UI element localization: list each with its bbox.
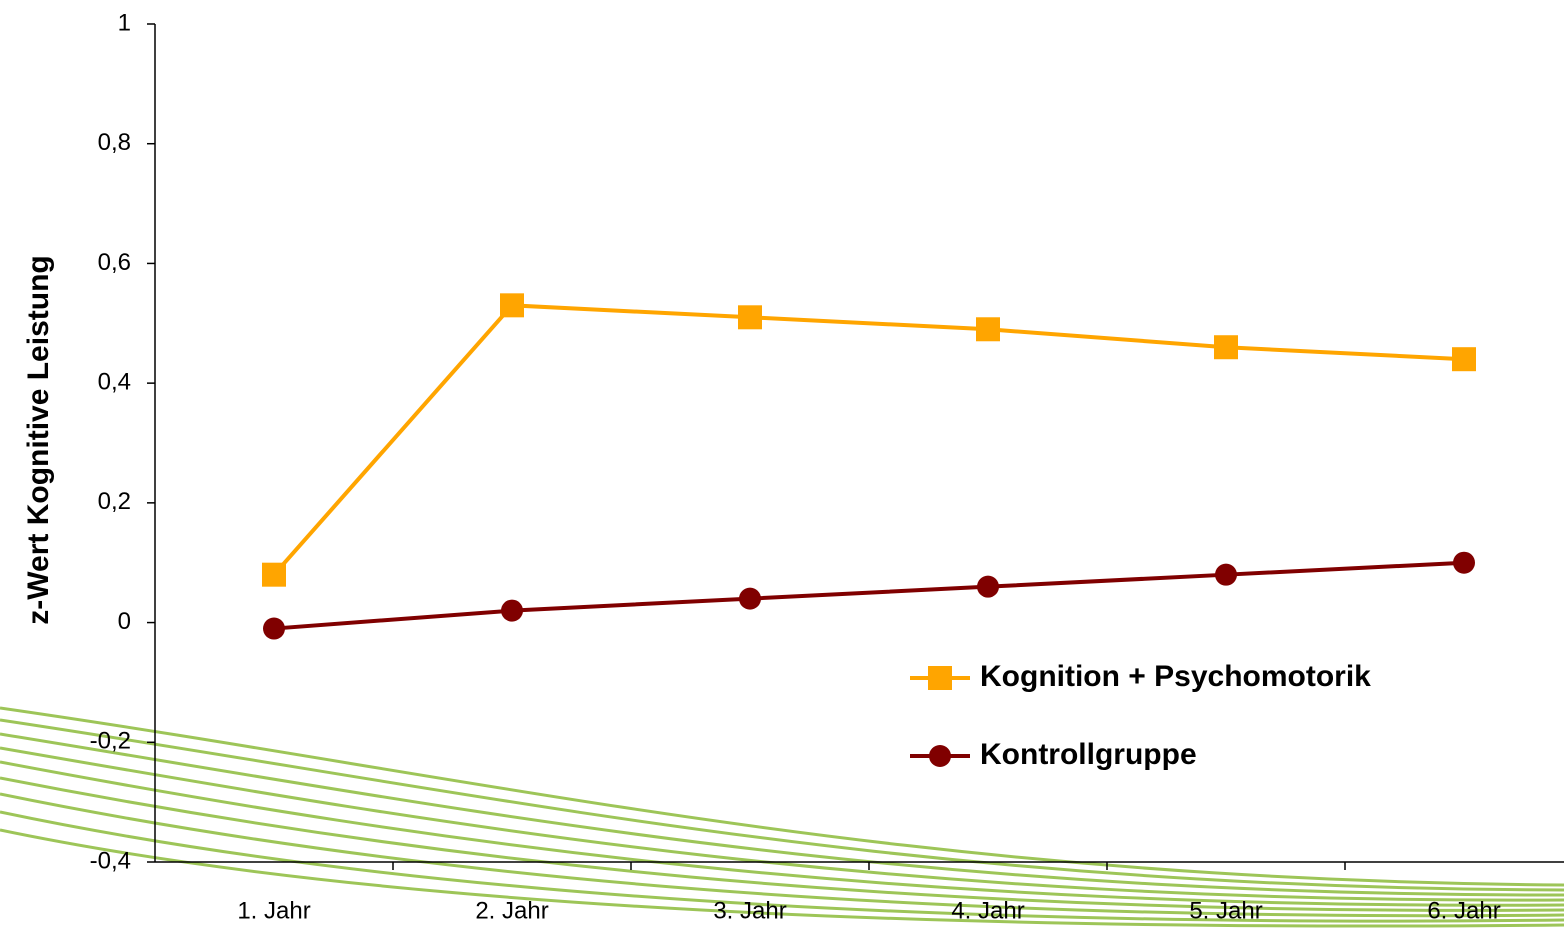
marker bbox=[500, 293, 524, 317]
marker bbox=[1215, 564, 1237, 586]
y-tick-label: 0,8 bbox=[98, 129, 131, 156]
marker bbox=[738, 305, 762, 329]
series-line bbox=[274, 563, 1464, 629]
marker bbox=[263, 618, 285, 640]
legend-marker bbox=[929, 745, 951, 767]
marker bbox=[977, 576, 999, 598]
marker bbox=[1452, 347, 1476, 371]
x-tick-label: 1. Jahr bbox=[237, 897, 310, 924]
y-axis-title: z-Wert Kognitive Leistung bbox=[22, 255, 55, 624]
y-tick-label: 0,4 bbox=[98, 368, 131, 395]
x-tick-label: 4. Jahr bbox=[951, 897, 1024, 924]
y-tick-label: 0,2 bbox=[98, 488, 131, 515]
y-tick-label: 1 bbox=[118, 9, 131, 36]
legend-label: Kontrollgruppe bbox=[980, 738, 1197, 771]
legend-label: Kognition + Psychomotorik bbox=[980, 660, 1371, 693]
series-line bbox=[274, 305, 1464, 574]
y-tick-label: 0,6 bbox=[98, 249, 131, 276]
marker bbox=[976, 317, 1000, 341]
y-tick-label: -0,2 bbox=[90, 728, 131, 755]
legend-marker bbox=[928, 666, 952, 690]
y-tick-label: -0,4 bbox=[90, 847, 131, 874]
marker bbox=[1214, 335, 1238, 359]
marker bbox=[739, 588, 761, 610]
marker bbox=[501, 600, 523, 622]
y-tick-label: 0 bbox=[118, 608, 131, 635]
x-tick-label: 2. Jahr bbox=[475, 897, 548, 924]
marker bbox=[262, 563, 286, 587]
marker bbox=[1453, 552, 1475, 574]
x-tick-label: 5. Jahr bbox=[1189, 897, 1262, 924]
x-tick-label: 3. Jahr bbox=[713, 897, 786, 924]
background-swoosh bbox=[0, 708, 1564, 926]
x-tick-label: 6. Jahr bbox=[1427, 897, 1500, 924]
chart: z-Wert Kognitive Leistung -0,4 -0,2 0 0,2 0,… bbox=[0, 0, 1564, 930]
